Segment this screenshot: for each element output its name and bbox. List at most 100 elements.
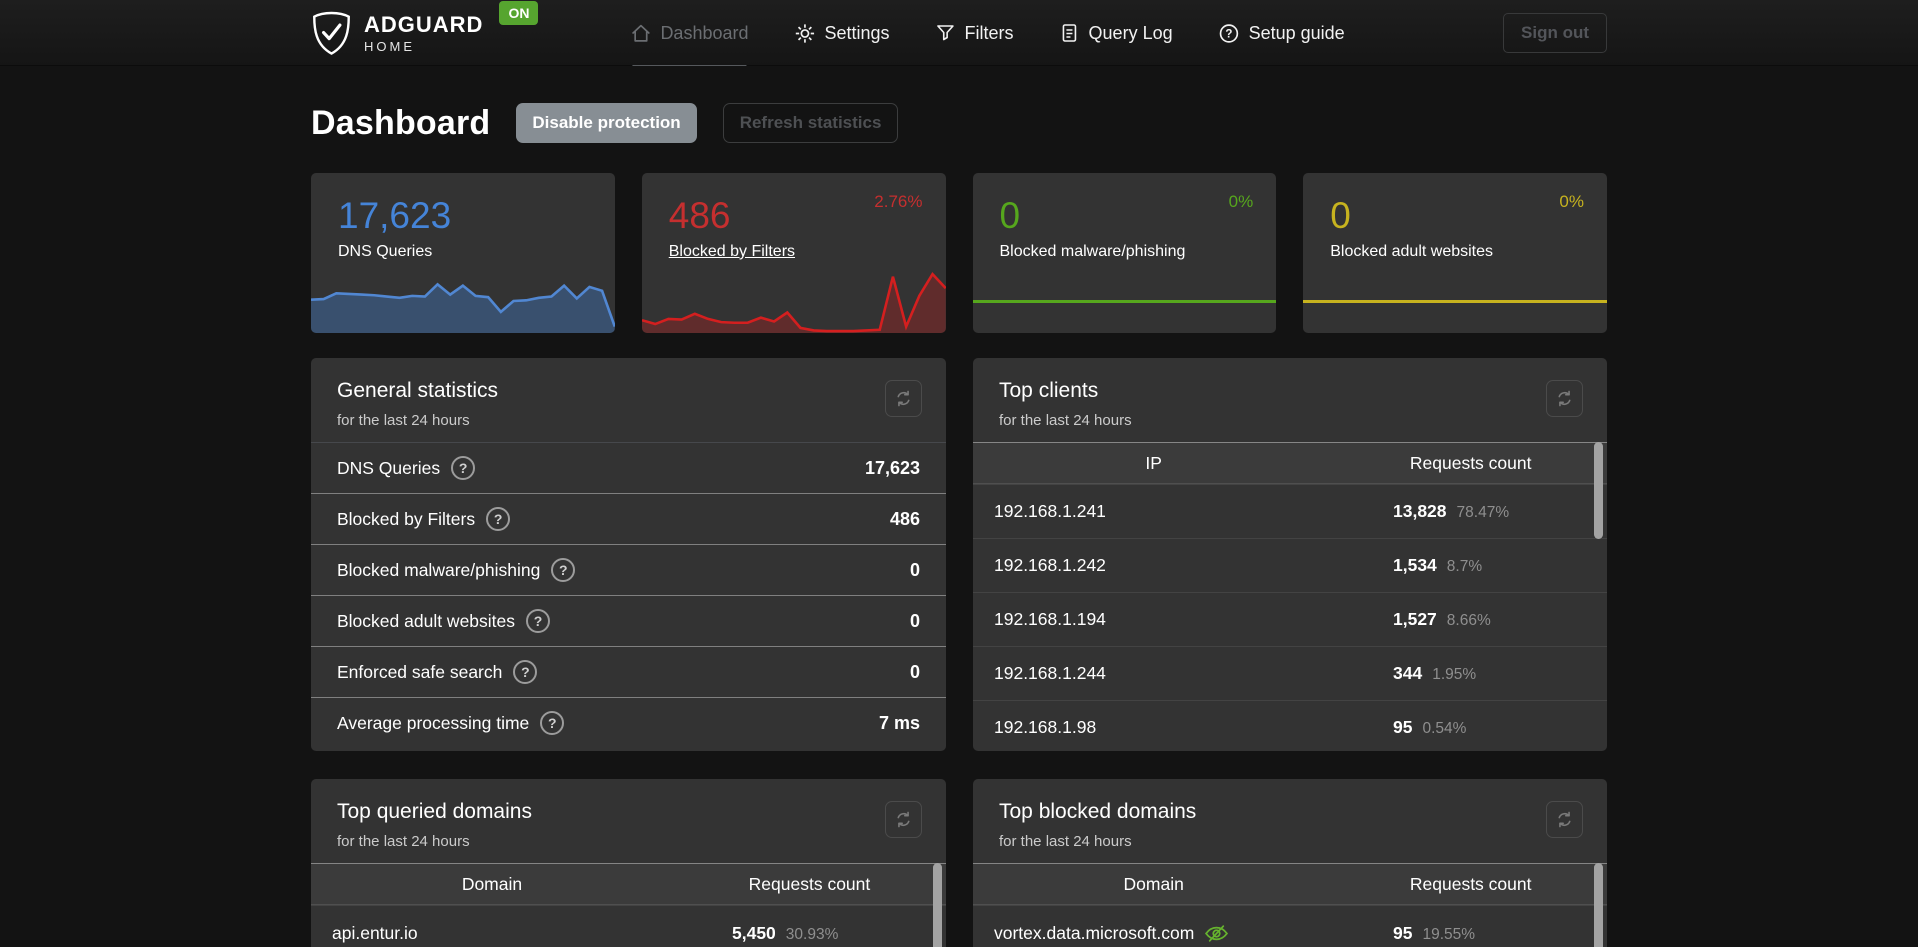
stat-cards-row: 17,623 DNS Queries 2.76% 486 Blocked by … [311, 173, 1607, 333]
blocked-filters-sparkline [641, 269, 946, 333]
nav-item-query-log[interactable]: Query Log [1060, 0, 1173, 66]
panel-title: General statistics [337, 379, 499, 402]
top-clients-panel: Top clients for the last 24 hours IP Req… [973, 358, 1607, 751]
requests-count: 95 [1393, 923, 1413, 943]
refresh-statistics-button[interactable]: Refresh statistics [722, 103, 899, 143]
requests-count: 95 [1393, 717, 1413, 737]
panel-subtitle: for the last 24 hours [999, 833, 1132, 850]
general-statistics-table: DNS Queries? 17,623 Blocked by Filters? … [311, 442, 946, 748]
client-row: 192.168.1.244 344 1.95% [973, 646, 1607, 700]
requests-count: 344 [1393, 663, 1423, 683]
domain-name[interactable]: api.entur.io [332, 923, 418, 943]
help-icon[interactable]: ? [526, 609, 551, 633]
panel-subtitle: for the last 24 hours [999, 412, 1132, 429]
refresh-panel-button[interactable] [1546, 801, 1583, 838]
nav-item-filters[interactable]: Filters [936, 0, 1014, 66]
domain-name[interactable]: vortex.data.microsoft.com [994, 923, 1195, 943]
table-header: Domain Requests count [311, 863, 946, 905]
client-ip[interactable]: 192.168.1.242 [994, 555, 1106, 575]
nav-label: Filters [964, 22, 1014, 43]
stat-value: 486 [889, 508, 920, 529]
card-blocked-adult: 0% 0 Blocked adult websites [1303, 173, 1607, 333]
help-circle-icon: ? [1219, 23, 1240, 44]
help-icon[interactable]: ? [551, 558, 576, 582]
vertical-scrollbar[interactable] [933, 863, 942, 947]
client-ip[interactable]: 192.168.1.244 [994, 663, 1106, 683]
nav-item-settings[interactable]: Settings [795, 0, 890, 66]
nav-item-setup-guide[interactable]: ? Setup guide [1219, 0, 1345, 66]
vertical-scrollbar[interactable] [1594, 442, 1603, 539]
client-row: 192.168.1.98 95 0.54% [973, 700, 1607, 751]
top-blocked-domains-panel: Top blocked domains for the last 24 hour… [973, 779, 1607, 947]
stat-label: Average processing time [337, 712, 530, 733]
table-header: Domain Requests count [973, 863, 1607, 905]
top-navigation-bar: ADGUARD HOME ON Dashboard [0, 0, 1918, 66]
help-icon[interactable]: ? [486, 507, 511, 531]
stats-row: Enforced safe search? 0 [311, 646, 946, 697]
nav-label: Setup guide [1248, 22, 1345, 43]
panel-title: Top blocked domains [999, 800, 1197, 823]
brand-subtitle: HOME [364, 38, 415, 54]
nav-item-dashboard[interactable]: Dashboard [630, 0, 749, 66]
client-row: 192.168.1.194 1,527 8.66% [973, 592, 1607, 646]
home-icon [630, 23, 651, 44]
help-icon[interactable]: ? [513, 660, 538, 684]
dns-queries-value: 17,623 [338, 195, 452, 236]
table-header: IP Requests count [973, 442, 1607, 484]
nav-label: Dashboard [660, 22, 749, 43]
refresh-icon [1555, 389, 1574, 408]
blocked-filters-link[interactable]: Blocked by Filters [668, 242, 796, 260]
domain-row: api.entur.io 5,450 30.93% [311, 905, 946, 947]
refresh-panel-button[interactable] [885, 380, 922, 417]
shield-check-icon [311, 11, 352, 56]
panel-title: Top queried domains [337, 800, 532, 823]
column-header-domain: Domain [1123, 873, 1184, 894]
vertical-scrollbar[interactable] [1594, 863, 1603, 947]
stats-row: Blocked by Filters? 486 [311, 493, 946, 544]
requests-percent: 8.7% [1446, 558, 1483, 575]
stat-label: Blocked by Filters [337, 508, 476, 529]
card-dns-queries: 17,623 DNS Queries [311, 173, 615, 333]
general-statistics-panel: General statistics for the last 24 hours… [311, 358, 946, 751]
stats-row: Blocked malware/phishing? 0 [311, 544, 946, 595]
disable-protection-button[interactable]: Disable protection [516, 103, 697, 143]
requests-count: 1,527 [1393, 609, 1437, 629]
client-row: 192.168.1.242 1,534 8.7% [973, 538, 1607, 592]
help-icon[interactable]: ? [451, 456, 476, 480]
page-title: Dashboard [311, 103, 491, 142]
blocked-malware-label: Blocked malware/phishing [999, 242, 1186, 260]
gear-icon [795, 23, 816, 44]
eye-off-icon[interactable] [1204, 921, 1229, 946]
blocked-adult-flatline [1303, 300, 1607, 303]
stat-value: 0 [909, 610, 920, 631]
requests-count: 5,450 [732, 923, 776, 943]
dns-queries-sparkline [311, 269, 615, 333]
requests-percent: 1.95% [1432, 666, 1477, 683]
blocked-adult-percent: 0% [1559, 192, 1584, 211]
adguard-home-logo[interactable]: ADGUARD HOME [311, 11, 483, 56]
card-blocked-malware: 0% 0 Blocked malware/phishing [972, 173, 1277, 333]
blocked-adult-label: Blocked adult websites [1330, 242, 1494, 260]
protection-status-badge: ON [499, 1, 539, 25]
filter-icon [936, 23, 956, 43]
client-ip[interactable]: 192.168.1.194 [994, 609, 1106, 629]
sign-out-button[interactable]: Sign out [1503, 13, 1607, 53]
refresh-panel-button[interactable] [1546, 380, 1583, 417]
panel-subtitle: for the last 24 hours [337, 833, 470, 850]
column-header-requests: Requests count [1409, 452, 1532, 473]
client-ip[interactable]: 192.168.1.98 [994, 717, 1097, 737]
blocked-malware-flatline [972, 300, 1277, 303]
refresh-panel-button[interactable] [885, 801, 922, 838]
main-nav: Dashboard Settings Filters [630, 0, 1345, 66]
stat-value: 17,623 [864, 457, 920, 478]
requests-percent: 78.47% [1456, 504, 1510, 521]
document-icon [1060, 23, 1080, 43]
blocked-adult-value: 0 [1330, 195, 1351, 236]
help-icon[interactable]: ? [540, 711, 565, 735]
requests-percent: 8.66% [1446, 612, 1491, 629]
client-ip[interactable]: 192.168.1.241 [994, 501, 1106, 521]
column-header-requests: Requests count [748, 873, 871, 894]
client-row: 192.168.1.241 13,828 78.47% [973, 484, 1607, 538]
blocked-filters-value: 486 [668, 195, 731, 236]
requests-percent: 19.55% [1422, 926, 1476, 943]
